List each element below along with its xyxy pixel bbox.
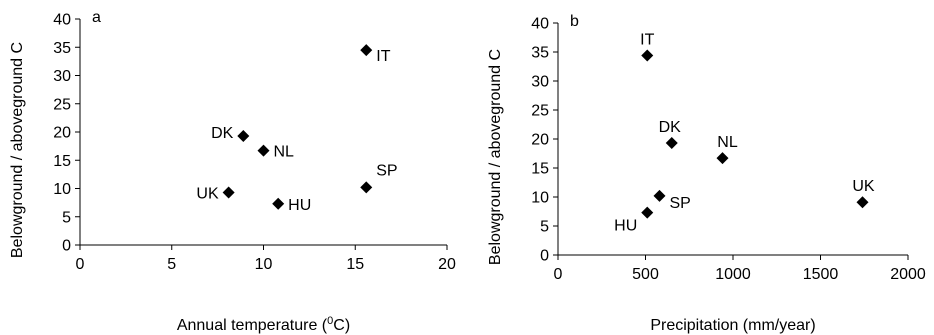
panel-a-x-axis-title: Annual temperature (0C) bbox=[177, 315, 350, 334]
panel-b-y-tick-label: 5 bbox=[540, 219, 549, 236]
panel-b-point-label-it: IT bbox=[640, 31, 654, 48]
panel-b-y-ticks: 0 5 10 15 20 25 30 35 40 bbox=[531, 16, 558, 265]
panel-b-point-label-uk: UK bbox=[852, 178, 875, 195]
panel-b-x-tick-label: 2000 bbox=[890, 266, 926, 283]
panel-b-point-sp bbox=[653, 189, 666, 202]
panel-b-point-dk bbox=[665, 137, 678, 150]
panel-b-point-hu bbox=[641, 206, 654, 219]
panel-a-point-label-nl: NL bbox=[274, 144, 295, 161]
panel-b-x-ticks: 0 500 1000 1500 2000 bbox=[554, 255, 926, 283]
panel-b-y-tick-label: 15 bbox=[531, 161, 549, 178]
panel-b-y-tick-label: 20 bbox=[531, 132, 549, 149]
panel-a-y-ticks: 0 5 10 15 20 25 30 35 40 bbox=[53, 12, 80, 255]
panel-a-point-sp bbox=[360, 181, 373, 194]
panel-b-y-tick-label: 30 bbox=[531, 74, 549, 91]
panel-a-point-uk bbox=[222, 186, 235, 199]
panel-a-point-label-sp: SP bbox=[376, 162, 397, 179]
panel-a-x-tick-label: 5 bbox=[167, 256, 176, 273]
panel-a-point-hu bbox=[272, 197, 285, 210]
panel-a-point-label-it: IT bbox=[376, 48, 390, 65]
panel-b-letter: b bbox=[570, 13, 579, 30]
panel-b-x-tick-label: 0 bbox=[554, 266, 563, 283]
panel-b-x-title-main: Precipitation (mm/year) bbox=[650, 317, 815, 334]
panel-a-x-tick-label: 20 bbox=[438, 256, 456, 273]
panel-b-point-nl bbox=[716, 152, 729, 165]
panel-a-point-label-uk: UK bbox=[196, 185, 219, 202]
panel-b-point-uk bbox=[856, 196, 869, 209]
panel-b-x-tick-label: 500 bbox=[632, 266, 659, 283]
panel-a-letter: a bbox=[92, 9, 101, 26]
panel-a-x-title-suffix: C) bbox=[333, 317, 350, 334]
panel-b-x-tick-label: 1500 bbox=[803, 266, 839, 283]
panel-a-point-nl bbox=[257, 144, 270, 157]
panel-a-x-title-main: Annual temperature ( bbox=[177, 317, 328, 334]
panel-a-x-title-sup: 0 bbox=[327, 315, 333, 327]
panel-a-point-it bbox=[360, 44, 373, 57]
panel-b-point-label-dk: DK bbox=[659, 119, 682, 136]
panel-a-y-tick-label: 40 bbox=[53, 12, 71, 29]
panel-b-point-label-hu: HU bbox=[614, 218, 637, 235]
panel-a-point-label-hu: HU bbox=[288, 197, 311, 214]
panel-a-y-tick-label: 5 bbox=[62, 209, 71, 226]
panel-b-x-axis-title: Precipitation (mm/year) bbox=[650, 317, 815, 334]
panel-a-y-tick-label: 0 bbox=[62, 238, 71, 255]
panel-b-x-tick-label: 1000 bbox=[715, 266, 751, 283]
panel-a-y-tick-label: 15 bbox=[53, 153, 71, 170]
panel-a-points bbox=[222, 44, 373, 210]
panel-a-y-tick-label: 25 bbox=[53, 96, 71, 113]
panel-b-point-label-sp: SP bbox=[670, 195, 691, 212]
panel-a-x-tick-label: 10 bbox=[255, 256, 273, 273]
panel-a-y-tick-label: 20 bbox=[53, 125, 71, 142]
panel-a: 0 5 10 15 20 25 30 35 40 0 5 10 15 20 IT DK NL SP UK HU a… bbox=[9, 9, 456, 334]
panel-a-point-dk bbox=[237, 129, 250, 142]
panel-a-point-labels: IT DK NL SP UK HU bbox=[196, 48, 397, 214]
panel-a-x-tick-label: 0 bbox=[76, 256, 85, 273]
panel-b-point-it bbox=[641, 49, 654, 62]
panel-b-y-tick-label: 0 bbox=[540, 248, 549, 265]
panel-b-points bbox=[641, 49, 869, 219]
panel-b-y-tick-label: 25 bbox=[531, 103, 549, 120]
panel-a-point-label-dk: DK bbox=[211, 125, 234, 142]
panel-a-y-tick-label: 10 bbox=[53, 181, 71, 198]
panel-b-point-label-nl: NL bbox=[717, 134, 738, 151]
panel-a-y-axis-title: Belowground / aboveground C bbox=[9, 42, 26, 258]
panel-a-x-tick-label: 15 bbox=[346, 256, 364, 273]
panel-a-y-tick-label: 30 bbox=[53, 68, 71, 85]
panel-b-y-tick-label: 40 bbox=[531, 16, 549, 33]
panel-a-y-tick-label: 35 bbox=[53, 40, 71, 57]
panel-b-y-axis-title: Belowground / aboveground C bbox=[487, 49, 504, 265]
panel-a-x-ticks: 0 5 10 15 20 bbox=[76, 245, 456, 273]
panel-b: 0 5 10 15 20 25 30 35 40 0 500 1000 1500 2000 IT DK NL… bbox=[487, 13, 926, 334]
panel-b-y-tick-label: 35 bbox=[531, 45, 549, 62]
panel-b-y-tick-label: 10 bbox=[531, 190, 549, 207]
panel-b-point-labels: IT DK NL UK SP HU bbox=[614, 31, 875, 234]
